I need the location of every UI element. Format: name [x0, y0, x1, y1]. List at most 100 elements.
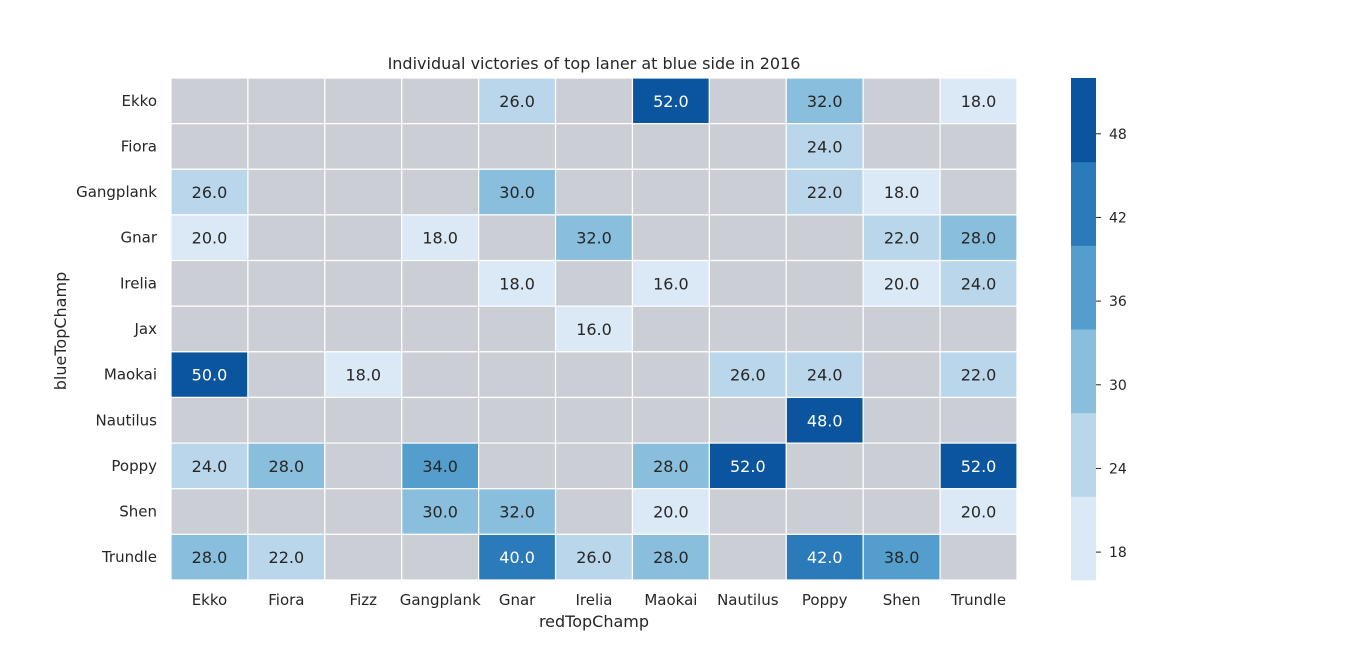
cell-value-label: 28.0 — [653, 548, 689, 567]
colorbar-segment — [1071, 161, 1096, 246]
heatmap-cell — [170, 259, 249, 307]
heatmap-cell — [554, 396, 634, 444]
y-tick-label: Gnar — [121, 229, 158, 247]
heatmap-cell — [478, 305, 557, 353]
x-tick-label: Fiora — [268, 591, 304, 609]
heatmap-cell — [554, 168, 634, 216]
heatmap-cell — [401, 396, 480, 444]
heatmap-cell — [247, 396, 326, 444]
x-axis-label: redTopChamp — [539, 612, 649, 631]
heatmap-cell — [247, 77, 326, 125]
x-tick-label: Gangplank — [400, 591, 481, 609]
cell-value-label: 42.0 — [807, 548, 843, 567]
y-tick-label: Fiora — [121, 137, 157, 155]
heatmap-cell — [631, 168, 710, 216]
y-tick-label: Irelia — [120, 274, 157, 292]
heatmap-cell — [247, 259, 326, 307]
heatmap-cell — [247, 533, 326, 581]
heatmap-cell — [631, 396, 710, 444]
cell-value-label: 22.0 — [269, 548, 305, 567]
heatmap-cell — [939, 77, 1018, 125]
heatmap-cell — [247, 123, 326, 170]
heatmap-cell — [554, 351, 634, 399]
colorbar-segment — [1071, 412, 1096, 497]
colorbar-segment — [1071, 329, 1096, 414]
heatmap-cell — [324, 533, 403, 581]
heatmap-cell — [324, 214, 403, 262]
heatmap-cell — [401, 123, 480, 170]
heatmap-cell — [862, 123, 941, 170]
heatmap-cell — [554, 442, 634, 490]
cell-value-label: 32.0 — [576, 229, 612, 248]
cell-value-label: 50.0 — [192, 366, 228, 385]
cell-value-label: 22.0 — [961, 366, 997, 385]
cell-value-label: 20.0 — [884, 274, 920, 293]
heatmap-cell — [631, 123, 710, 170]
heatmap-cell — [324, 305, 403, 353]
x-tick-labels: Ekko Fiora Fizz Gangplank Gnar Irelia Maokai Na… — [192, 591, 1006, 609]
heatmap-cell — [170, 123, 249, 170]
cell-value-label: 40.0 — [499, 548, 535, 567]
heatmap-cell — [785, 168, 864, 216]
heatmap-cell — [708, 488, 787, 535]
cell-value-label: 48.0 — [807, 411, 843, 430]
heatmap-cell — [785, 488, 864, 535]
y-tick-label: Shen — [119, 503, 157, 521]
heatmap-cell — [554, 259, 634, 307]
y-tick-label: Jax — [134, 320, 158, 338]
y-tick-label: Ekko — [122, 92, 158, 110]
heatmap-cell — [401, 351, 480, 399]
heatmap-cell — [247, 168, 326, 216]
x-tick-label: Fizz — [350, 591, 378, 609]
heatmap-cell — [631, 305, 710, 353]
heatmap-cell — [862, 533, 941, 581]
cell-value-label: 28.0 — [192, 548, 228, 567]
cell-value-label: 20.0 — [192, 229, 228, 248]
cell-value-label: 18.0 — [345, 366, 381, 385]
heatmap-cell — [939, 123, 1018, 170]
cell-value-label: 20.0 — [653, 503, 689, 522]
heatmap-cell — [939, 214, 1018, 262]
heatmap-cell — [247, 305, 326, 353]
heatmap-cell — [785, 259, 864, 307]
heatmap-cell — [478, 396, 557, 444]
heatmap-cell — [939, 533, 1018, 581]
heatmap-cell — [939, 168, 1018, 216]
colorbar-tick-label: 24 — [1109, 461, 1127, 477]
cell-value-label: 24.0 — [192, 457, 228, 476]
heatmap-cell — [170, 396, 249, 444]
heatmap-cell — [785, 533, 864, 581]
heatmap-cell — [324, 123, 403, 170]
heatmap-cell — [554, 533, 634, 581]
heatmap-cell — [324, 396, 403, 444]
x-tick-label: Trundle — [950, 591, 1006, 609]
cell-value-label: 16.0 — [576, 320, 612, 339]
x-tick-label: Irelia — [575, 591, 612, 609]
heatmap-cell — [785, 351, 864, 399]
cell-value-label: 18.0 — [499, 274, 535, 293]
colorbar-tick-label: 42 — [1109, 210, 1127, 226]
heatmap-cell — [785, 77, 864, 125]
cell-value-label: 16.0 — [653, 274, 689, 293]
heatmap-cell — [708, 259, 787, 307]
heatmap-cell — [170, 305, 249, 353]
heatmap-cell — [401, 305, 480, 353]
heatmap-cell — [708, 351, 787, 399]
heatmap-cell — [939, 305, 1018, 353]
heatmap-cell — [631, 259, 710, 307]
cell-value-label: 26.0 — [576, 548, 612, 567]
y-tick-label: Maokai — [104, 366, 157, 384]
heatmap-cell — [324, 77, 403, 125]
heatmap-cell — [324, 442, 403, 490]
cell-value-label: 24.0 — [961, 274, 997, 293]
heatmap-cell — [862, 259, 941, 307]
heatmap-cell — [554, 77, 634, 125]
heatmap-cell — [478, 351, 557, 399]
heatmap-cell — [478, 214, 557, 262]
cell-value-label: 26.0 — [192, 183, 228, 202]
heatmap-cell — [631, 77, 710, 125]
heatmap-cell — [862, 396, 941, 444]
heatmap-cell — [708, 168, 787, 216]
